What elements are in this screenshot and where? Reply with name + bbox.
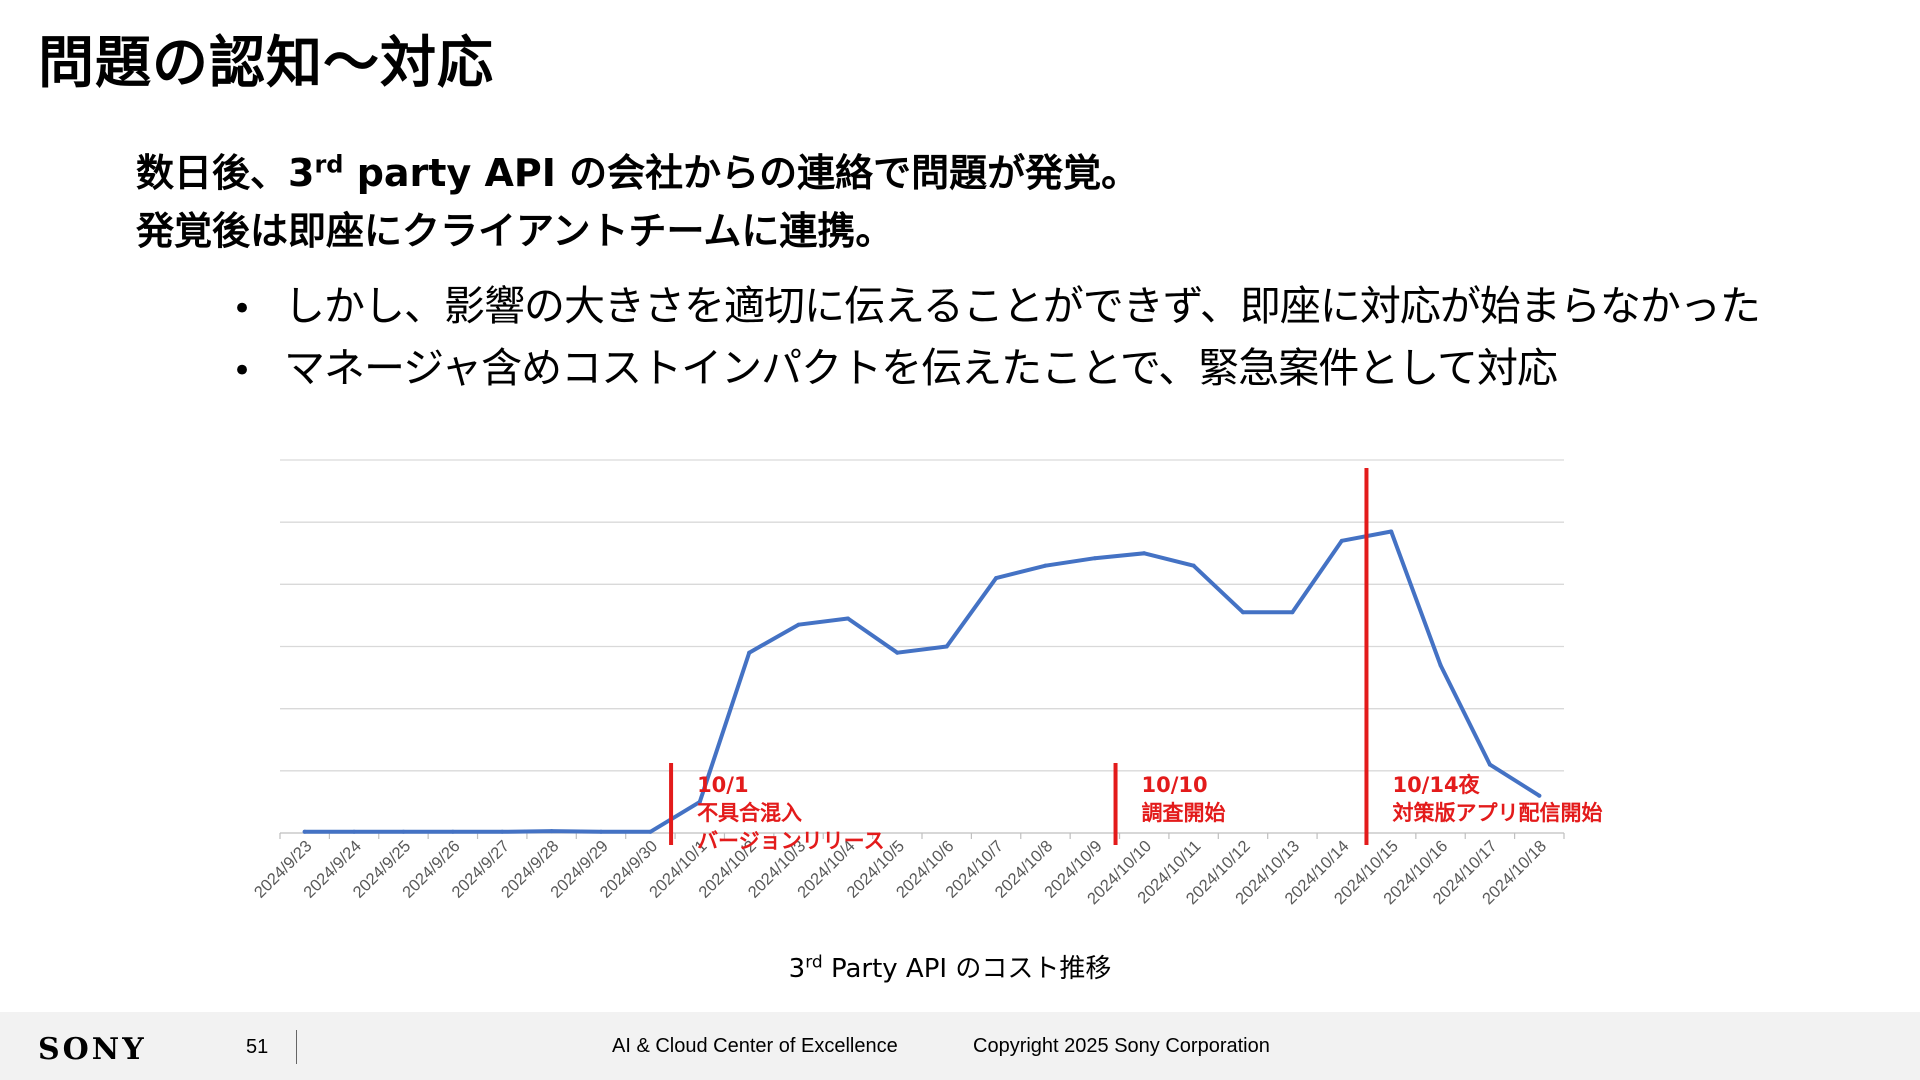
data-point [1290, 610, 1295, 615]
data-point [599, 829, 603, 834]
data-point [1043, 563, 1048, 568]
bullet-marker: • [232, 289, 252, 329]
cost-line-chart: 2024/9/232024/9/242024/9/252024/9/262024… [251, 459, 1602, 908]
data-point [1191, 563, 1196, 568]
chart-caption-pre: 3 [788, 954, 806, 984]
bullet-item: • マネージャ含めコストインパクトを伝えたことで、緊急案件として対応 [232, 334, 1558, 394]
data-point [994, 576, 999, 581]
data-point [648, 829, 653, 834]
data-point [1537, 793, 1542, 798]
headline-1-pre: 数日後、3 [136, 151, 315, 195]
data-point [1487, 762, 1492, 767]
annotation-label: 対策版アプリ配信開始 [1392, 801, 1602, 825]
annotation-label: 不具合混入 [697, 801, 802, 825]
bullet-text: しかし、影響の大きさを適切に伝えることができず、即座に対応が始まらなかった [284, 282, 1761, 330]
footer-bar: SONY 51 AI & Cloud Center of Excellence … [0, 1012, 1920, 1080]
headline-1: 数日後、3rd party API の会社からの連絡で問題が発覚。 [136, 142, 1139, 197]
bullet-marker: • [232, 351, 252, 391]
data-point [1438, 663, 1443, 668]
data-point [697, 799, 702, 804]
headline-1-sup: rd [314, 150, 344, 179]
footer-copyright: Copyright 2025 Sony Corporation [973, 1035, 1270, 1057]
footer-org: AI & Cloud Center of Excellence [612, 1035, 898, 1057]
data-point [895, 650, 900, 655]
headline-1-post: party API の会社からの連絡で問題が発覚。 [343, 151, 1140, 195]
annotation-label: 10/14夜 [1392, 773, 1480, 797]
annotation-label: 調査開始 [1142, 801, 1226, 825]
data-point [1339, 538, 1344, 543]
page-number: 51 [246, 1036, 269, 1058]
chart-caption-post: Party API のコスト推移 [822, 954, 1112, 984]
data-point [1241, 610, 1245, 615]
data-point [796, 622, 801, 627]
bullet-text: マネージャ含めコストインパクトを伝えたことで、緊急案件として対応 [284, 344, 1558, 392]
bullet-item: • しかし、影響の大きさを適切に伝えることができず、即座に対応が始まらなかった [232, 272, 1761, 332]
data-point [302, 829, 307, 834]
series-line [302, 529, 1542, 834]
data-point [1092, 556, 1097, 561]
data-point [845, 616, 850, 621]
slide-title: 問題の認知～対応 [38, 31, 494, 96]
annotation-label: 10/10 [1142, 773, 1208, 797]
data-point [450, 829, 455, 834]
sony-logo: SONY [38, 1032, 147, 1067]
chart-caption: 3rd Party API のコスト推移 [0, 948, 1900, 985]
data-point [352, 829, 357, 834]
annotation-label: 10/1 [697, 773, 749, 797]
headline-2: 発覚後は即座にクライアントチームに連携。 [136, 209, 894, 253]
data-point [549, 829, 554, 834]
data-point [747, 650, 752, 655]
data-point [1389, 529, 1394, 534]
data-point [1142, 551, 1147, 556]
data-point [500, 829, 505, 834]
chart-caption-sup: rd [805, 952, 823, 973]
annotation-label: バージョンリリース [697, 829, 885, 853]
data-point [401, 829, 406, 834]
footer-divider [296, 1030, 297, 1064]
data-point [944, 644, 949, 649]
